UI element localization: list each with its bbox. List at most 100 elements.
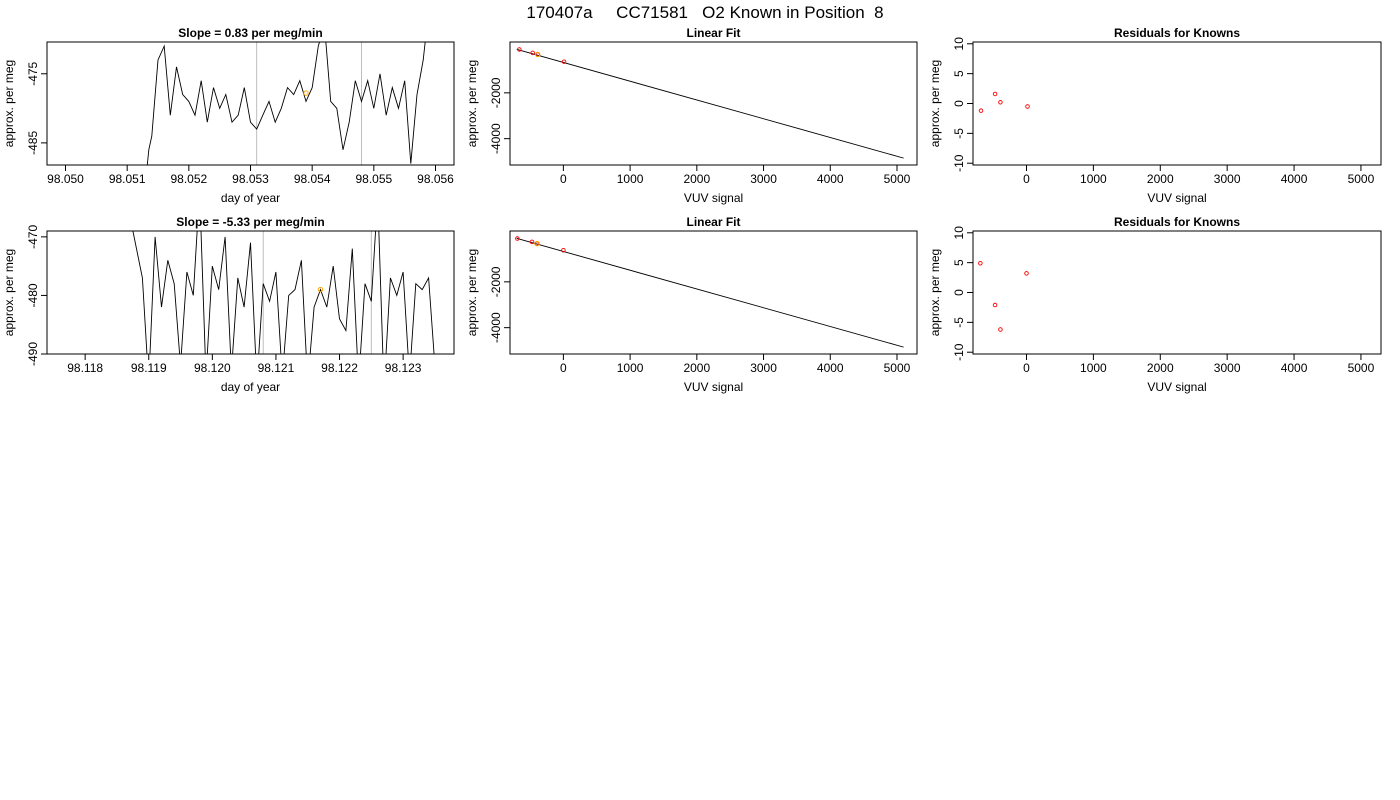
highlight-point [534, 51, 541, 58]
fit-line [516, 237, 904, 348]
x-tick-label: 98.056 [417, 172, 454, 186]
plot-area [146, 42, 426, 165]
y-axis-label: approx. per meg [2, 60, 16, 147]
x-tick-label: 4000 [817, 172, 844, 186]
panel-title: Slope = -5.33 per meg/min [176, 215, 324, 229]
x-tick-label: 98.121 [258, 361, 295, 375]
x-tick-label: 2000 [683, 172, 710, 186]
x-tick-label: 2000 [1147, 361, 1174, 375]
y-tick-label: -480 [26, 283, 40, 307]
y-tick-label: 5 [952, 70, 966, 77]
panel-title: Linear Fit [686, 215, 740, 229]
y-tick-label: -490 [26, 342, 40, 366]
known-point [992, 302, 998, 308]
y-tick-label: -5 [952, 128, 966, 139]
x-tick-label: 1000 [617, 172, 644, 186]
known-point [561, 59, 567, 64]
known-point [517, 47, 522, 52]
y-tick-label: -5 [952, 317, 966, 328]
highlight-point [534, 240, 540, 247]
panel-title: Linear Fit [686, 26, 740, 40]
y-tick-label: 5 [952, 259, 966, 266]
x-tick-label: 2000 [1147, 172, 1174, 186]
y-tick-label: -475 [26, 61, 40, 85]
x-tick-label: 98.051 [109, 172, 146, 186]
x-tick-label: 0 [560, 361, 567, 375]
panel-title: Residuals for Knowns [1114, 215, 1240, 229]
x-tick-label: 98.120 [194, 361, 231, 375]
y-tick-label: -2000 [489, 266, 503, 297]
plot-area [515, 236, 904, 348]
x-tick-label: 3000 [1214, 361, 1241, 375]
highlight-point [303, 90, 309, 96]
plot-frame [972, 41, 1382, 166]
x-tick-label: 98.055 [355, 172, 392, 186]
x-axis-label: VUV signal [684, 191, 743, 205]
y-axis-label: approx. per meg [465, 60, 479, 147]
x-tick-label: 1000 [617, 361, 644, 375]
chart-panel-4: Slope = -5.33 per meg/min day of year appr… [2, 215, 455, 394]
y-tick-label: -4000 [489, 123, 503, 154]
page-title: 170407a CC71581 O2 Known in Position 8 [526, 3, 883, 22]
fit-line [516, 48, 904, 159]
x-tick-label: 98.052 [170, 172, 207, 186]
y-tick-label: -10 [952, 154, 966, 172]
x-axis-label: VUV signal [684, 380, 743, 394]
known-point [978, 260, 983, 266]
y-tick-label: 0 [952, 289, 966, 296]
y-tick-label: -470 [26, 225, 40, 249]
x-tick-label: 4000 [1281, 172, 1308, 186]
plot-area [516, 47, 904, 159]
y-axis-label: approx. per meg [928, 249, 942, 336]
known-point [1024, 271, 1029, 276]
plot-area [978, 260, 1029, 332]
plot-area [978, 91, 1030, 113]
x-tick-label: 98.122 [321, 361, 358, 375]
y-tick-label: 10 [952, 37, 966, 51]
y-tick-label: -2000 [489, 77, 503, 108]
panel-title: Slope = 0.83 per meg/min [178, 26, 322, 40]
plot-area [132, 231, 435, 354]
y-tick-label: -485 [26, 131, 40, 155]
known-point [992, 91, 998, 97]
plot-frame [509, 230, 918, 355]
known-point [978, 108, 984, 113]
x-tick-label: 98.123 [385, 361, 422, 375]
x-tick-label: 0 [1023, 361, 1030, 375]
chart-panel-3: Residuals for Knowns VUV signal approx. pe… [928, 26, 1382, 205]
highlight-point [317, 286, 324, 293]
known-point [561, 247, 566, 253]
y-tick-label: 10 [952, 226, 966, 240]
known-point [1025, 104, 1030, 109]
known-point [515, 236, 520, 241]
x-tick-label: 98.119 [131, 361, 167, 375]
series-line [132, 231, 435, 354]
x-tick-label: 5000 [1348, 172, 1375, 186]
x-axis-label: VUV signal [1147, 380, 1206, 394]
x-tick-label: 5000 [884, 361, 911, 375]
x-axis-label: day of year [221, 191, 280, 205]
x-axis-label: day of year [221, 380, 280, 394]
x-tick-label: 4000 [817, 361, 844, 375]
plot-frame [509, 41, 918, 166]
y-axis-label: approx. per meg [2, 249, 16, 336]
known-point [998, 327, 1003, 332]
chart-panel-5: Linear Fit VUV signal approx. per meg 0 1000… [465, 215, 918, 394]
x-tick-label: 2000 [683, 361, 710, 375]
y-tick-label: -10 [952, 343, 966, 361]
x-axis-label: VUV signal [1147, 191, 1206, 205]
x-tick-label: 3000 [1214, 172, 1241, 186]
chart-panel-2: Linear Fit VUV signal approx. per meg 0 1000… [465, 26, 918, 205]
plot-frame [972, 230, 1382, 355]
x-tick-label: 98.053 [232, 172, 269, 186]
y-tick-label: -4000 [489, 312, 503, 343]
y-axis-label: approx. per meg [928, 60, 942, 147]
x-tick-label: 1000 [1080, 172, 1107, 186]
known-point [998, 100, 1003, 105]
x-tick-label: 98.050 [47, 172, 84, 186]
chart-panel-1: Slope = 0.83 per meg/min day of year appro… [2, 26, 455, 205]
plot-frame [46, 41, 455, 166]
panel-title: Residuals for Knowns [1114, 26, 1240, 40]
